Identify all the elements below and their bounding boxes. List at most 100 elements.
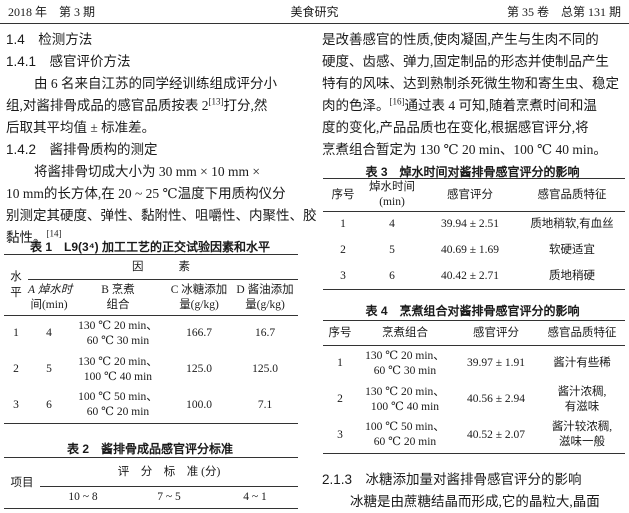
table2: 项目 评 分 标 准 (分) 10 ~ 8 7 ~ 5 4 ~ 1 [4, 457, 299, 509]
right-column-bottom: 2.1.3 冰糖添加量对酱排骨感官评分的影响 冰糖是由蔗糖结晶而形成,它的晶粒大… [322, 469, 624, 513]
text: 滋味一般 [559, 436, 605, 449]
text: 39.94 ± 2.51 [440, 218, 500, 231]
text: 130 ℃ 20 min、 [78, 355, 158, 368]
text: 6 [46, 398, 52, 411]
table-row: 2 5 130 ℃ 20 min、 100 ℃ 40 min 125.0 125.0 [4, 352, 298, 388]
table3: 序号 焯水时间 (min) 感官评分 感官品质特征 1 4 39.94 ± 2.51 质地稍软… [323, 178, 625, 290]
right-column: 是改善感官的性质,使肉凝固,产生与生肉不同的 硬度、齿感、弹力,固定制品的形态并… [322, 29, 624, 161]
table-row: 3 6 100 ℃ 50 min、 60 ℃ 20 min 100.0 7.1 [4, 388, 298, 424]
text: 1 [340, 218, 346, 231]
text: (min) [379, 196, 405, 208]
text: 6 [389, 269, 395, 282]
text: 2 [13, 363, 19, 375]
text-span: 组,对酱排骨成品的感官品质按表 2 [6, 98, 209, 113]
text-line: 度的变化,产品品质也在变化,根据感官评分,将 [322, 120, 589, 135]
text: 39.97 ± 1.91 [466, 357, 526, 370]
text: 60 ℃ 30 min [373, 364, 437, 377]
text-line: 烹煮组合暂定为 130 ℃ 20 min、100 ℃ 40 min。 [322, 142, 607, 157]
table-row: 3 100 ℃ 50 min、 60 ℃ 20 min 40.52 ± 2.07 酱汁较… [323, 418, 625, 454]
text: 酱汁有些稀 [553, 357, 611, 370]
text: 60 ℃ 20 min [86, 406, 150, 419]
text: 40.56 ± 2.94 [466, 393, 526, 405]
text: 40.52 ± 2.07 [466, 428, 526, 441]
table-row: 2 130 ℃ 20 min、 100 ℃ 40 min 40.56 ± 2.94 酱汁… [323, 382, 625, 418]
text: 7.1 [257, 398, 273, 411]
table-row: 1 4 39.94 ± 2.51 质地稍软,有血丝 [323, 212, 625, 238]
text: 感官评分 [473, 326, 519, 339]
text: 感官评分 [447, 188, 493, 201]
text: 4 ~ 1 [243, 491, 267, 503]
col-header: A 焯水时 [28, 283, 73, 296]
left-column: 1.4 检测方法 1.4.1 感官评价方法 由 6 名来自江苏的同学经训练组成评… [6, 29, 317, 249]
header-rule [0, 23, 629, 24]
text: 组合 [106, 298, 130, 311]
text: 量(g/kg) [179, 298, 219, 311]
text-line: 由 6 名来自江苏的同学经训练组成评分小 [34, 76, 277, 91]
text: 序号 [331, 188, 355, 201]
text: 5 [46, 363, 52, 375]
text: 100.0 [186, 398, 212, 411]
col-header: 水平 [10, 271, 22, 299]
citation: [16] [389, 96, 405, 107]
text-line: 冰糖是由蔗糖结晶而形成,它的晶粒大,晶面 [350, 494, 600, 509]
text: 间(min) [30, 298, 68, 311]
section-heading: 1.4.1 感官评价方法 [6, 54, 131, 69]
table1-caption: 表 1 L9(3⁴) 加工工艺的正交试验因素和水平 [30, 240, 270, 254]
text: 软硬适宜 [549, 244, 595, 256]
text-line: 10 mm的长方体,在 20 ~ 25 ℃温度下用质构仪分 [6, 186, 286, 201]
text-line: 将酱排骨切成大小为 30 mm × 10 mm × [34, 164, 260, 179]
text: 40.42 ± 2.71 [440, 269, 500, 282]
table1: 水平 因 素 A 焯水时 间(min) B 烹煮 组合 C 冰糖添加 量(g/kg) … [4, 254, 298, 424]
col-header: 项目 [4, 457, 40, 509]
text-span: 黏性。 [6, 230, 47, 245]
text: 7 ~ 5 [157, 491, 181, 503]
table-row: 2 5 40.69 ± 1.69 软硬适宜 [323, 238, 625, 264]
text: 10 ~ 8 [68, 491, 98, 503]
section-heading: 1.4 检测方法 [6, 32, 93, 47]
text-line: 特有的风味、达到熟制杀死微生物和寄生虫、稳定 [322, 76, 619, 91]
table-row: 1 130 ℃ 20 min、 60 ℃ 30 min 39.97 ± 1.91 酱汁有… [323, 346, 625, 382]
text: 1 [337, 357, 343, 370]
text: 3 [337, 428, 343, 441]
table2-caption: 表 2 酱排骨成品感官评分标准 [66, 442, 233, 456]
text: 100 ℃ 40 min [83, 370, 153, 383]
text-line: 黏性。[14] [6, 227, 302, 249]
col-group-header: 因 素 [28, 254, 298, 280]
text: 质地稍硬 [549, 269, 595, 282]
text: 4 [46, 327, 52, 340]
text: 125.0 [252, 363, 278, 375]
text: 100 ℃ 50 min、 [365, 421, 445, 434]
text: 166.7 [186, 327, 212, 340]
text: 酱汁浓稠, [557, 385, 607, 398]
table-row: 1 4 130 ℃ 20 min、 60 ℃ 30 min 166.7 16.7 [4, 316, 298, 352]
text-line: 是改善感官的性质,使肉凝固,产生与生肉不同的 [322, 32, 599, 47]
text-line: 后取其平均值 ± 标准差。 [6, 120, 156, 135]
table4-caption: 表 4 烹煮组合对酱排骨感官评分的影响 [365, 304, 580, 318]
col-header: B 烹煮 [101, 283, 135, 296]
section-heading: 2.1.3 冰糖添加量对酱排骨感官评分的影响 [322, 472, 582, 487]
text: 40.69 ± 1.69 [440, 244, 500, 256]
header-issue: 2018 年 第 3 期 [8, 5, 96, 19]
text: 5 [389, 244, 395, 256]
text: 烹煮组合 [382, 326, 428, 339]
text: 60 ℃ 20 min [373, 436, 437, 449]
citation: [14] [46, 228, 62, 239]
text: 焯水时间 [369, 181, 415, 193]
text: 量(g/kg) [245, 298, 285, 311]
text: 序号 [328, 326, 352, 339]
text: 感官品质特征 [547, 326, 617, 339]
text-line: 肉的色泽。[16]通过表 4 可知,随着烹煮时间和温 [322, 95, 624, 117]
table3-caption: 表 3 焯水时间对酱排骨感官评分的影响 [365, 165, 580, 179]
table-row: 3 6 40.42 ± 2.71 质地稍硬 [323, 264, 625, 290]
text: 3 [340, 269, 346, 282]
text: 4 [389, 218, 395, 231]
text: 1 [13, 327, 19, 340]
col-header: D 酱油添加 [236, 283, 294, 296]
text: 通过表 4 可知,随着烹煮时间和温 [404, 98, 597, 113]
col-header: C 冰糖添加 [170, 283, 228, 296]
text: 130 ℃ 20 min、 [365, 385, 445, 398]
text-line: 别测定其硬度、弹性、黏附性、咀嚼性、内聚性、胶 [6, 208, 317, 223]
text: 3 [13, 398, 19, 411]
text: 125.0 [186, 363, 212, 375]
text: 有滋味 [564, 400, 600, 413]
